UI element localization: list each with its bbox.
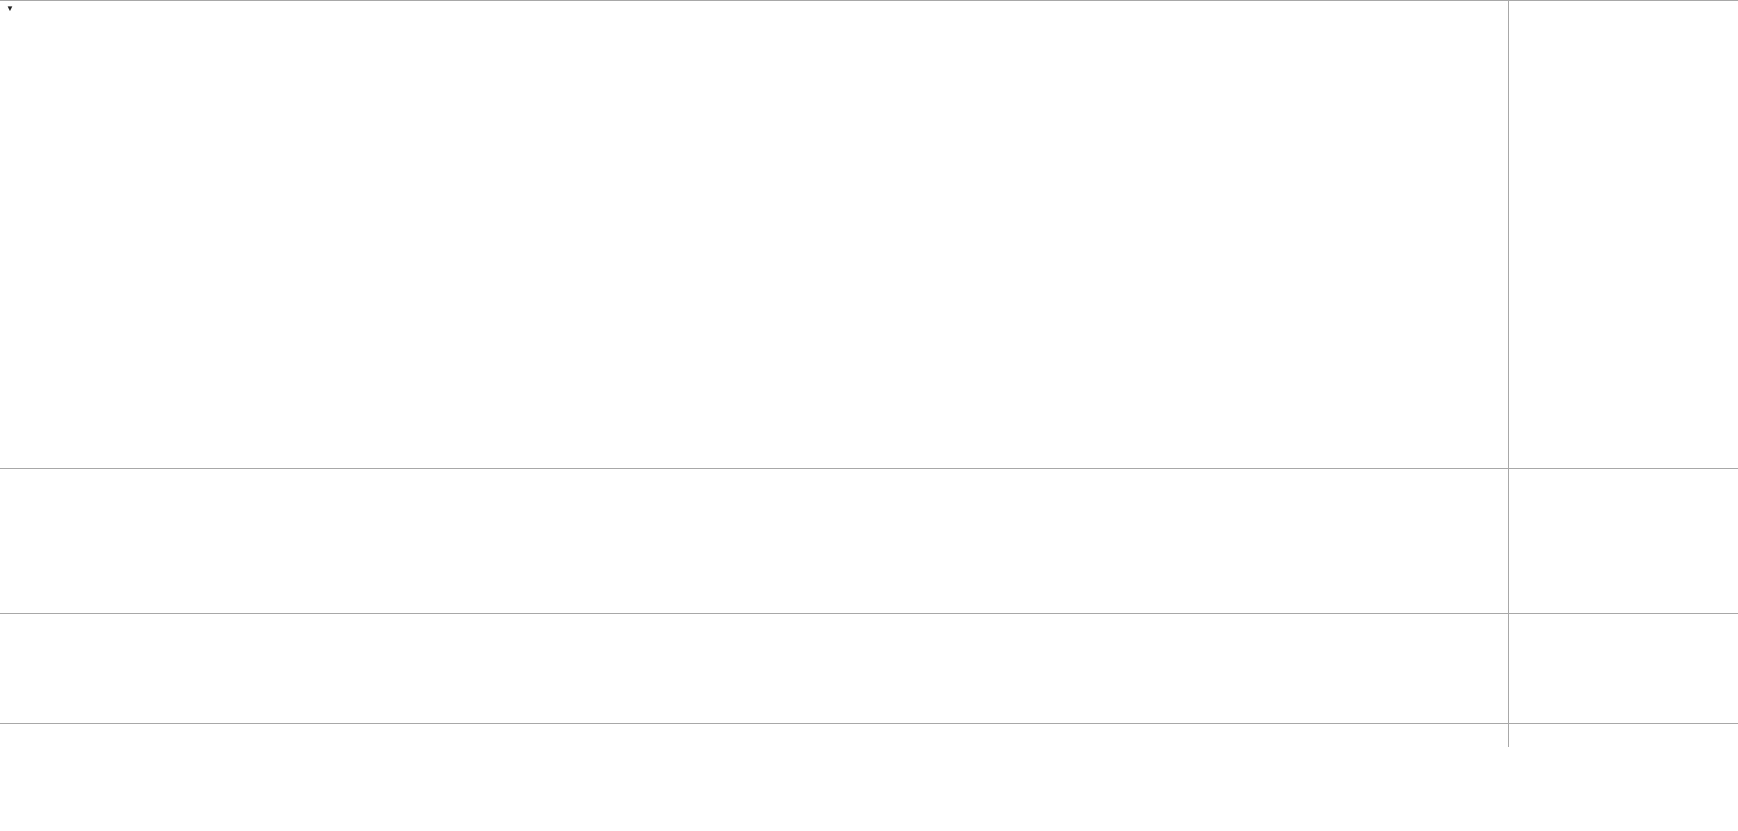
candlestick-chart[interactable]: [0, 0, 1508, 468]
panel-separator: [0, 723, 1738, 724]
price-axis[interactable]: [1509, 0, 1738, 748]
time-axis[interactable]: [0, 724, 1509, 747]
panel-separator[interactable]: [0, 468, 1738, 469]
rsi-chart[interactable]: [0, 614, 1508, 723]
price-panel[interactable]: ▼: [0, 0, 1509, 468]
rsi-panel[interactable]: [0, 614, 1509, 723]
symbol-dropdown-icon[interactable]: ▼: [6, 4, 14, 13]
macd-panel[interactable]: [0, 469, 1509, 613]
axis-separator: [1508, 0, 1509, 747]
panel-separator[interactable]: [0, 613, 1738, 614]
chart-title: ▼: [6, 4, 49, 13]
panel-separator: [0, 0, 1738, 1]
macd-chart[interactable]: [0, 469, 1508, 613]
